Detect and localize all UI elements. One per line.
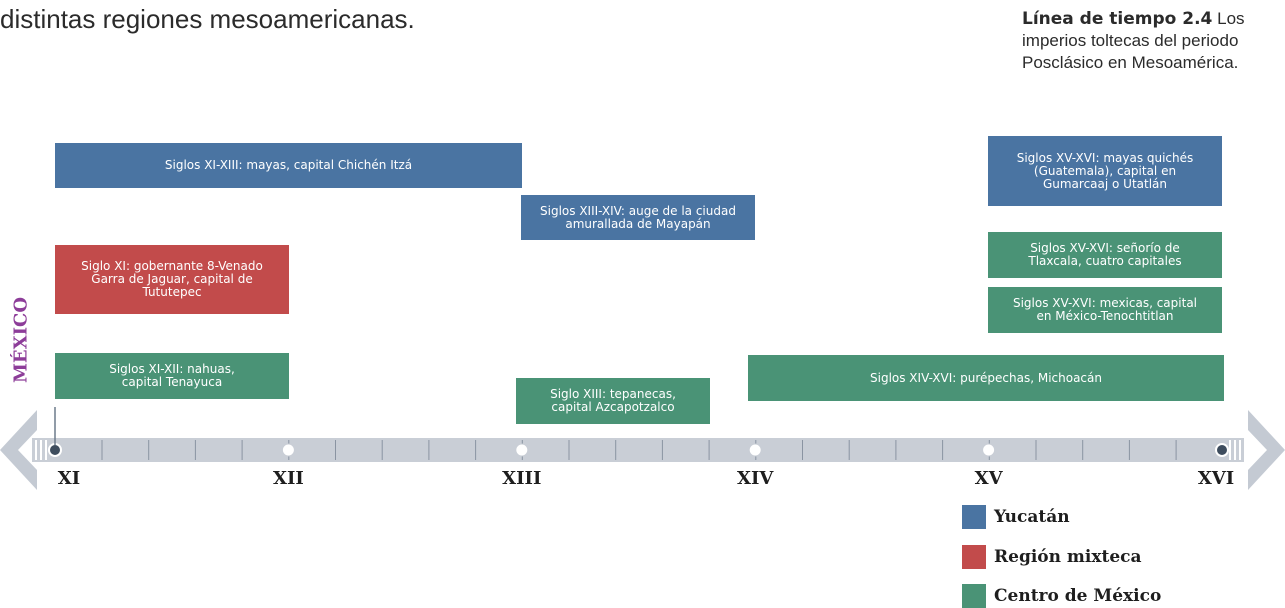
- axis-tick-label: XII: [272, 468, 304, 489]
- event-mayapan: Siglos XIII-XIV: auge de la ciudad amura…: [521, 195, 755, 240]
- axis-tick-label: XVI: [1197, 468, 1235, 489]
- axis-dot: [1215, 443, 1229, 457]
- left-arrow-icon: [0, 410, 37, 490]
- axis-dot: [515, 443, 529, 457]
- intro-text: distintas regiones mesoamericanas.: [0, 4, 415, 34]
- event-tepanecas: Siglo XIII: tepanecas, capital Azcapotza…: [516, 378, 710, 424]
- caption-text: Los imperios toltecas del periodo Posclá…: [1022, 9, 1245, 72]
- event-tututepec: Siglo XI: gobernante 8-Venado Garra de J…: [55, 245, 289, 314]
- right-arrow-icon: [1248, 410, 1285, 490]
- side-label-mexico: MÉXICO: [9, 297, 32, 383]
- axis-tick-label: XIII: [502, 468, 542, 489]
- event-chichen-itza: Siglos XI-XIII: mayas, capital Chichén I…: [55, 143, 522, 188]
- event-purepechas: Siglos XIV-XVI: purépechas, Michoacán: [748, 355, 1224, 401]
- timeline-caption: Línea de tiempo 2.4 Los imperios tolteca…: [1022, 8, 1262, 74]
- caption-label: Línea de tiempo 2.4: [1022, 9, 1213, 29]
- legend-label-yucatan: Yucatán: [994, 507, 1070, 527]
- legend-swatch-mixteca: [962, 545, 986, 569]
- legend-label-mixteca: Región mixteca: [994, 547, 1142, 567]
- legend-swatch-yucatan: [962, 505, 986, 529]
- axis-right-hatch: [1229, 440, 1241, 460]
- legend-item-centro: Centro de México: [962, 584, 1161, 608]
- timeline-axis: [32, 438, 1244, 462]
- axis-dot: [982, 443, 996, 457]
- axis-dot: [281, 443, 295, 457]
- legend-item-yucatan: Yucatán: [962, 505, 1070, 529]
- axis-tick-label: XIV: [737, 468, 774, 489]
- axis-dot: [48, 443, 62, 457]
- legend-item-mixteca: Región mixteca: [962, 545, 1142, 569]
- axis-tick-lines: [101, 440, 1177, 460]
- event-nahuas: Siglos XI-XII: nahuas, capital Tenayuca: [55, 353, 289, 399]
- event-mexicas: Siglos XV-XVI: mexicas, capital en Méxic…: [988, 287, 1222, 333]
- axis-tick-dots: [48, 443, 1229, 457]
- timeline-axis-marks: [0, 407, 1285, 490]
- side-label-text: MÉXICO: [9, 297, 32, 383]
- axis-tick-label: XV: [974, 468, 1003, 489]
- axis-tick-label: XI: [57, 468, 81, 489]
- axis-left-hatch: [35, 440, 47, 460]
- legend-swatch-centro: [962, 584, 986, 608]
- axis-dot: [748, 443, 762, 457]
- legend-label-centro: Centro de México: [994, 586, 1162, 606]
- event-tlaxcala: Siglos XV-XVI: señorío de Tlaxcala, cuat…: [988, 232, 1222, 278]
- event-mayas-quiches: Siglos XV-XVI: mayas quichés (Guatemala)…: [988, 136, 1222, 206]
